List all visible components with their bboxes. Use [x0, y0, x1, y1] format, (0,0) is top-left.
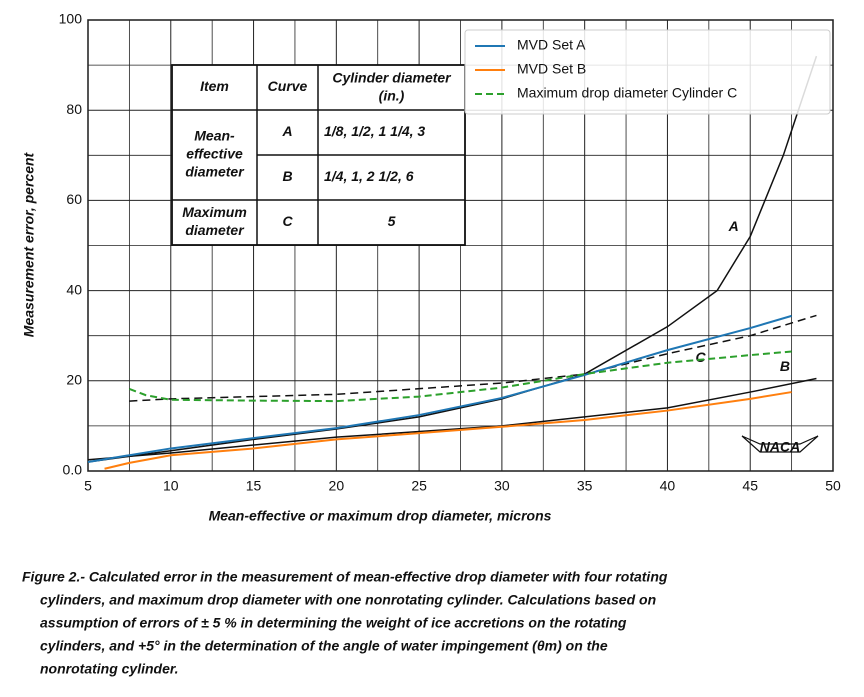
caption-line: nonrotating cylinder.: [40, 661, 178, 677]
y-tick-label: 80: [66, 101, 82, 117]
caption-line: cylinders, and +5° in the determination …: [40, 638, 608, 654]
caption-line: assumption of errors of ± 5 % in determi…: [40, 615, 627, 631]
x-tick-label: 35: [577, 478, 593, 494]
y-tick-label: 100: [59, 11, 83, 27]
table-cell: B: [282, 168, 292, 184]
table-header: Curve: [268, 78, 308, 94]
table-item: Maximum: [182, 204, 247, 220]
x-tick-label: 45: [742, 478, 758, 494]
y-tick-label: 40: [66, 281, 82, 297]
curve-label: A: [728, 218, 739, 234]
series-line: [104, 391, 792, 470]
table-header: (in.): [379, 88, 405, 104]
table-item: Mean-: [194, 128, 235, 144]
logo-wings: [741, 435, 819, 453]
logo: NACA: [760, 439, 800, 455]
legend-box: [464, 29, 831, 115]
x-tick-label: 15: [246, 478, 262, 494]
legend-label: MVD Set A: [517, 37, 586, 53]
legend-label: Maximum drop diameter Cylinder C: [517, 85, 737, 101]
curve-label: B: [780, 358, 790, 374]
caption-line: Figure 2.- Calculated error in the measu…: [22, 569, 668, 585]
table-item: effective: [186, 146, 243, 162]
table-header: Item: [200, 78, 229, 94]
x-tick-label: 30: [494, 478, 510, 494]
table-cell: 1/8, 1/2, 1 1/4, 3: [324, 123, 425, 139]
legend-label: MVD Set B: [517, 61, 586, 77]
table-header: Cylinder diameter: [332, 70, 452, 86]
x-tick-label: 5: [84, 478, 92, 494]
x-tick-label: 25: [411, 478, 427, 494]
table-cell: 5: [388, 213, 396, 229]
x-axis-label: Mean-effective or maximum drop diameter,…: [209, 508, 552, 524]
table-item: diameter: [185, 222, 245, 238]
x-tick-label: 40: [660, 478, 676, 494]
caption-line: cylinders, and maximum drop diameter wit…: [40, 592, 656, 608]
series-line: [129, 350, 792, 403]
table-item: diameter: [185, 164, 245, 180]
x-tick-label: 50: [825, 478, 841, 494]
x-tick-label: 10: [163, 478, 179, 494]
table-cell: C: [282, 213, 293, 229]
y-axis-label: Measurement error, percent: [21, 151, 37, 337]
series-line: [87, 314, 792, 463]
y-tick-label: 20: [66, 372, 82, 388]
table-cell: A: [281, 123, 292, 139]
y-tick-label: 60: [66, 191, 82, 207]
y-tick-label: 0.0: [63, 462, 83, 478]
curve-label: C: [695, 349, 706, 365]
table-cell: 1/4, 1, 2 1/2, 6: [324, 168, 414, 184]
scan-curve: [129, 314, 817, 402]
x-tick-label: 20: [329, 478, 345, 494]
